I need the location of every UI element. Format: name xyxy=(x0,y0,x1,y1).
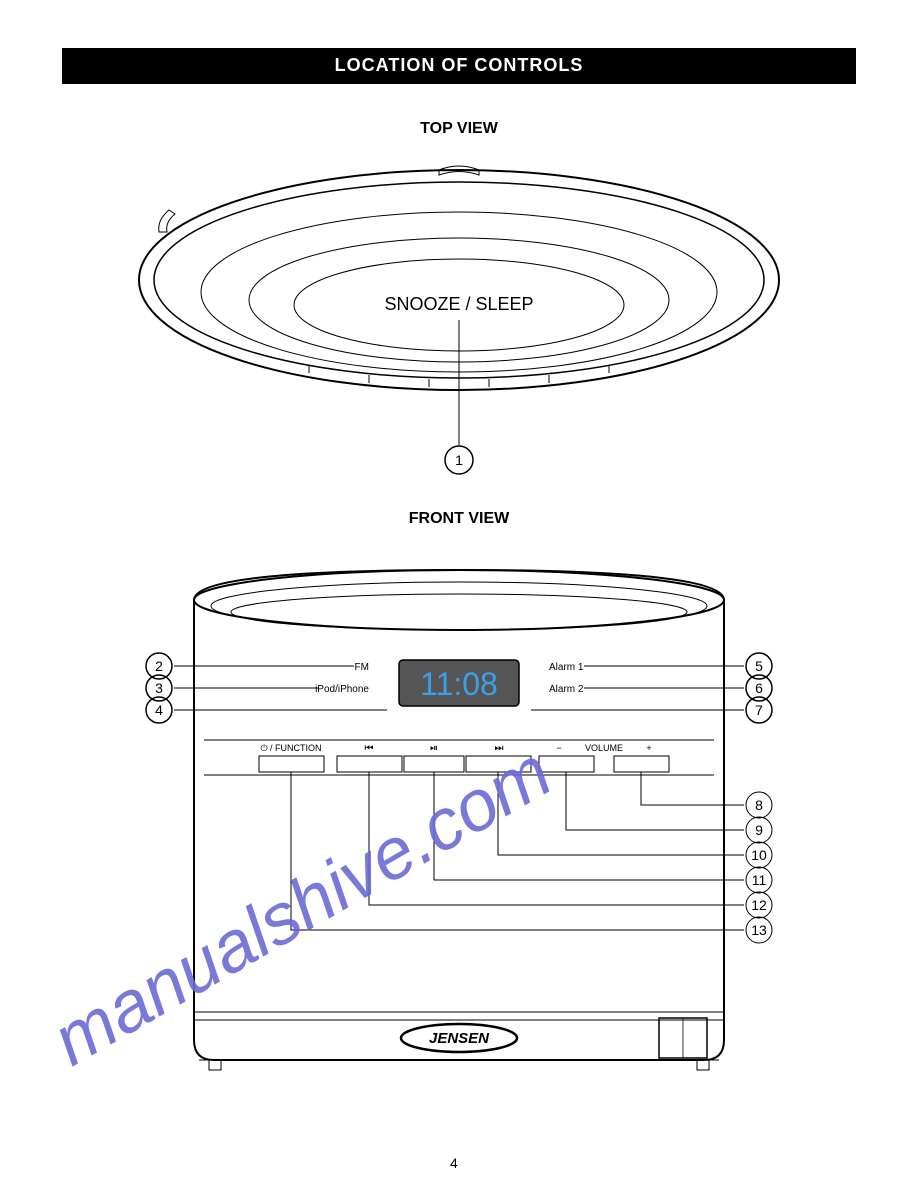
callout-3: 3 xyxy=(155,680,163,696)
callout-2: 2 xyxy=(155,658,163,674)
play-pause-button xyxy=(404,756,464,772)
power-function-button xyxy=(259,756,324,772)
callout-5: 5 xyxy=(755,658,763,674)
callout-6: 6 xyxy=(755,680,763,696)
callout-8: 8 xyxy=(755,797,763,813)
page-number: 4 xyxy=(450,1155,458,1171)
prev-track-button xyxy=(337,756,402,772)
section-title: LOCATION OF CONTROLS xyxy=(62,55,856,76)
next-track-button xyxy=(466,756,531,772)
front-view-diagram: 11:08 FM 2 iPod/iPhone 3 4 Alarm 1 5 Ala… xyxy=(59,540,859,1140)
alarm2-label: Alarm 2 xyxy=(549,684,584,695)
ipod-label: iPod/iPhone xyxy=(315,684,369,695)
vol-minus-label: − xyxy=(556,743,561,753)
top-view-heading: TOP VIEW xyxy=(0,120,918,138)
front-view-heading: FRONT VIEW xyxy=(0,510,918,528)
fm-label: FM xyxy=(355,662,369,673)
callout-1: 1 xyxy=(455,452,463,468)
volume-down-button xyxy=(539,756,594,772)
play-label: ⏯ xyxy=(430,743,438,754)
callout-13: 13 xyxy=(751,922,767,938)
snooze-label: SNOOZE / SLEEP xyxy=(384,294,533,314)
vol-plus-label: + xyxy=(646,743,651,753)
callout-11: 11 xyxy=(752,872,767,888)
brand-logo: JENSEN xyxy=(429,1030,490,1047)
clock-display: 11:08 xyxy=(420,666,498,702)
callout-10: 10 xyxy=(751,847,767,863)
alarm1-label: Alarm 1 xyxy=(549,662,584,673)
power-function-label: ⏻ / FUNCTION xyxy=(260,743,321,753)
callout-9: 9 xyxy=(755,822,763,838)
callout-7: 7 xyxy=(755,702,763,718)
next-label: ⏭ xyxy=(495,743,504,754)
prev-label: ⏮ xyxy=(365,743,374,754)
callout-4: 4 xyxy=(155,702,163,718)
volume-label: VOLUME xyxy=(585,743,623,753)
volume-up-button xyxy=(614,756,669,772)
callout-12: 12 xyxy=(751,897,767,913)
top-view-diagram: SNOOZE / SLEEP 1 xyxy=(109,150,809,490)
